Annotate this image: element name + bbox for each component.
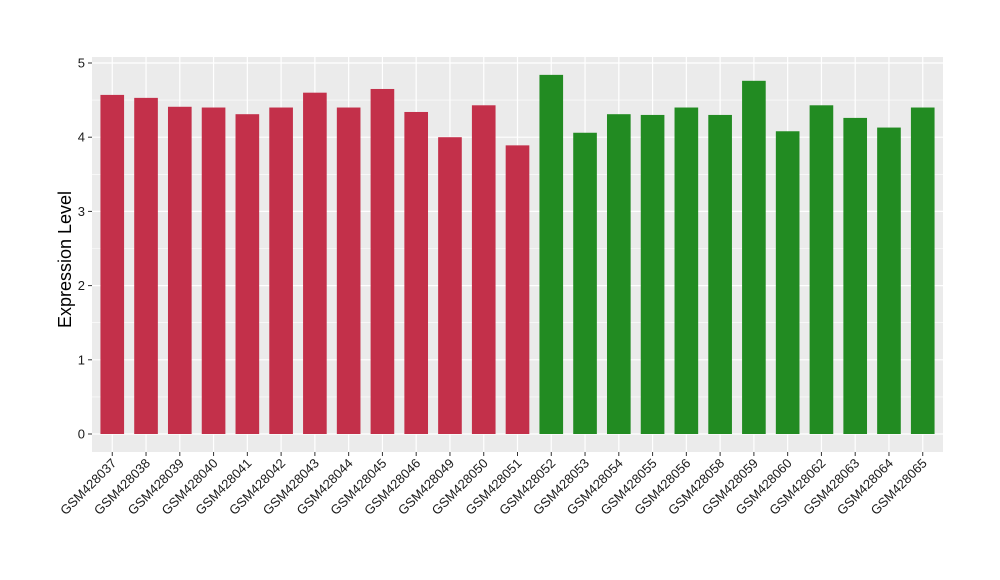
bar-GSM428040 [201,107,226,435]
y-axis-title: Expression Level [55,191,75,328]
bars [100,74,935,435]
bar-GSM428065 [910,107,935,435]
bar-GSM428055 [640,114,665,434]
bar-GSM428064 [877,127,901,434]
bar-GSM428045 [370,88,395,434]
bar-GSM428059 [742,80,766,435]
bar-GSM428046 [404,111,429,435]
bar-GSM428037 [100,94,125,434]
bar-GSM428063 [843,117,868,435]
bar-GSM428052 [539,74,564,434]
bar-GSM428058 [708,114,732,434]
bar-GSM428050 [471,105,496,434]
y-tick-label: 1 [78,352,85,367]
y-tick-label: 2 [78,278,85,293]
bar-GSM428042 [269,107,293,435]
y-tick-label: 3 [78,204,85,219]
y-axis: 0 1 2 3 4 5 [78,56,92,442]
bar-GSM428062 [809,105,834,434]
y-tick-label: 0 [78,427,85,442]
bar-GSM428051 [505,145,530,434]
bar-GSM428053 [573,132,597,435]
bar-GSM428039 [167,106,192,434]
bar-GSM428056 [674,107,699,435]
bar-GSM428054 [606,114,631,434]
bar-GSM428049 [438,137,462,434]
x-axis: GSM428037GSM428038GSM428039GSM428040GSM4… [57,452,930,518]
bar-GSM428043 [303,92,327,435]
y-tick-label: 5 [78,56,85,71]
y-tick-label: 4 [78,130,85,145]
bar-GSM428038 [134,97,158,435]
bar-GSM428060 [775,131,800,434]
bar-GSM428041 [235,114,260,434]
bar-GSM428044 [336,107,361,435]
